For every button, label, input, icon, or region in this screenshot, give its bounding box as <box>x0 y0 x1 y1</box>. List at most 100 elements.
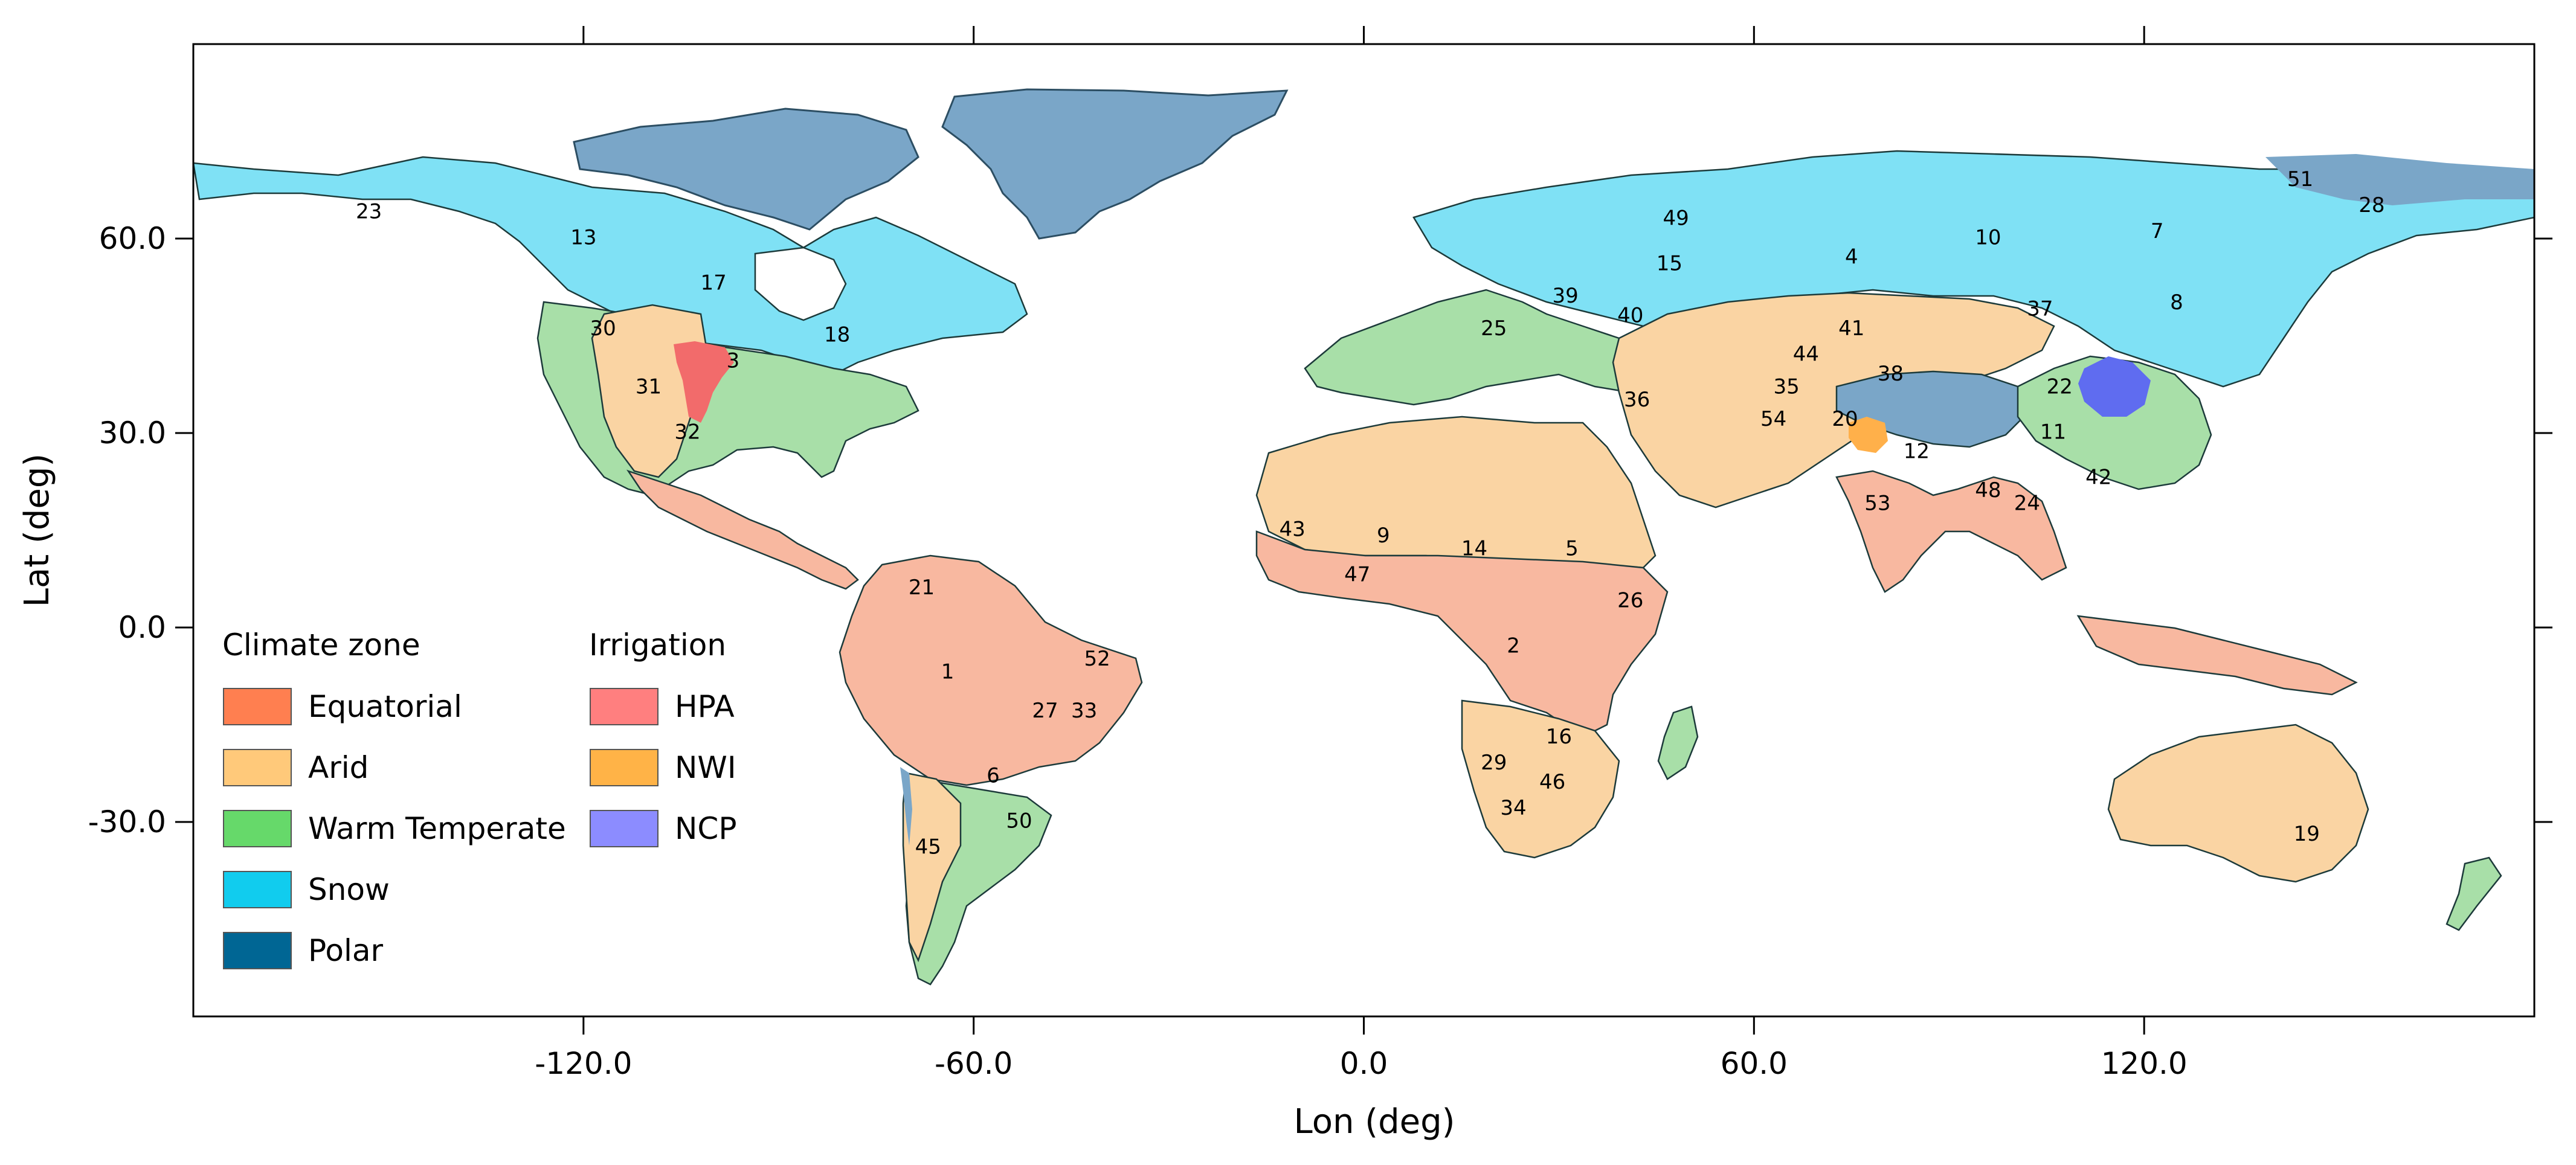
africa-arid <box>1255 416 1657 569</box>
south-asia-equatorial <box>1835 470 2067 593</box>
basin-label: 12 <box>1904 440 1930 464</box>
basin-label: 47 <box>1344 563 1370 587</box>
basin-label: 25 <box>1481 316 1507 341</box>
legend: Climate zone Equatorial Arid Warm Temperat… <box>222 627 736 969</box>
basin-label: 26 <box>1617 589 1643 613</box>
basin-label: 42 <box>2085 466 2111 490</box>
basin-label: 1 <box>941 660 955 684</box>
south-america-equatorial <box>839 554 1143 786</box>
x-axis-label: Lon (deg) <box>1293 1102 1455 1141</box>
basin-label: 4 <box>1845 245 1858 269</box>
basin-label: 16 <box>1546 725 1572 749</box>
central-america-equatorial <box>626 469 859 590</box>
basin-label: 2 <box>1507 634 1520 658</box>
andes-polar <box>900 767 912 846</box>
basin-label: 6 <box>987 763 1000 788</box>
basin-label: 24 <box>2014 492 2040 516</box>
basin-label: 51 <box>2287 167 2313 191</box>
basin-label: 33 <box>1071 699 1097 723</box>
basin-label: 50 <box>1006 809 1032 833</box>
new-zealand <box>2446 856 2502 931</box>
basin-label: 44 <box>1793 342 1819 367</box>
y-tick-label: 0.0 <box>118 610 166 645</box>
basin-label: 17 <box>700 271 726 295</box>
y-tick-label: 30.0 <box>99 416 166 451</box>
north-america-snow <box>193 156 1028 376</box>
hudson-bay <box>754 246 847 321</box>
indonesia-equatorial <box>2076 615 2358 696</box>
nwi-irrigation-area <box>1849 417 1888 453</box>
basin-label: 29 <box>1481 751 1507 775</box>
basin-label: 32 <box>674 420 700 444</box>
axis-ticks: -120.0 -60.0 0.0 60.0 120.0 60.0 30.0 0.0 -30.0 <box>88 26 2552 1081</box>
greenland-polar-region <box>941 88 1289 240</box>
basin-label: 14 <box>1461 537 1487 561</box>
basin-label: 52 <box>1084 647 1110 671</box>
y-axis-label: Lat (deg) <box>18 454 57 608</box>
basin-label: 21 <box>909 576 935 600</box>
climate-legend-label: Snow <box>308 872 390 907</box>
x-tick-label: -120.0 <box>535 1046 632 1081</box>
ncp-irrigation-area <box>2078 356 2151 417</box>
climate-legend-swatch <box>223 749 292 786</box>
basin-label: 22 <box>2047 374 2073 399</box>
basin-label: 11 <box>2040 420 2066 444</box>
basin-label: 5 <box>1565 537 1579 561</box>
basin-label: 27 <box>1032 699 1058 723</box>
hpa-irrigation-area <box>674 341 734 423</box>
irrigation-legend-label: NWI <box>675 750 736 785</box>
south-america-arid <box>902 772 962 963</box>
basin-label: 30 <box>590 316 616 341</box>
basin-label: 37 <box>2027 297 2053 321</box>
basin-label: 19 <box>2294 822 2320 846</box>
basin-label: 18 <box>824 323 850 347</box>
basin-label: 49 <box>1663 206 1689 230</box>
legend-irrigation-title: Irrigation <box>589 627 726 663</box>
basin-label: 53 <box>1864 492 1890 516</box>
basin-label: 45 <box>915 835 941 859</box>
basin-label: 39 <box>1553 284 1579 308</box>
madagascar <box>1657 705 1699 780</box>
basin-label: 20 <box>1832 407 1858 431</box>
basin-label: 3 <box>727 348 740 373</box>
x-tick-label: 120.0 <box>2101 1046 2188 1081</box>
basin-label: 34 <box>1500 796 1526 820</box>
climate-legend-swatch <box>223 871 292 908</box>
basin-label: 48 <box>1975 478 2001 502</box>
basin-label: 54 <box>1760 407 1786 431</box>
x-tick-label: 0.0 <box>1340 1046 1388 1081</box>
x-tick-label: -60.0 <box>935 1046 1013 1081</box>
irrigation-legend-swatch <box>590 688 658 725</box>
basin-label: 38 <box>1878 362 1904 386</box>
legend-climate-title: Climate zone <box>222 627 420 663</box>
x-tick-label: 60.0 <box>1721 1046 1788 1081</box>
basin-label: 28 <box>2359 193 2384 217</box>
climate-legend-label: Warm Temperate <box>308 811 566 846</box>
y-tick-label: 60.0 <box>99 221 166 256</box>
basin-label: 46 <box>1539 770 1565 794</box>
asia-north-polar <box>2265 154 2534 205</box>
climate-legend-swatch <box>223 932 292 969</box>
map-plot-area <box>193 44 2534 1016</box>
climate-legend-swatch <box>223 688 292 725</box>
climate-legend-swatch <box>223 810 292 847</box>
basin-label: 7 <box>2151 219 2164 243</box>
y-tick-label: -30.0 <box>88 804 166 839</box>
basin-label: 36 <box>1624 388 1650 412</box>
basin-label: 23 <box>356 200 382 224</box>
basin-label: 40 <box>1617 303 1643 327</box>
basin-label: 43 <box>1279 518 1305 542</box>
basin-label: 41 <box>1838 316 1864 341</box>
irrigation-legend-label: HPA <box>675 689 735 724</box>
climate-legend-label: Polar <box>308 933 383 968</box>
africa-south <box>1461 699 1620 859</box>
basin-label: 31 <box>636 374 662 399</box>
climate-legend-label: Arid <box>308 750 369 785</box>
arctic-islands-polar <box>573 108 919 231</box>
irrigation-legend-swatch <box>590 810 658 847</box>
climate-legend-label: Equatorial <box>308 689 462 724</box>
australia-arid <box>2107 724 2369 883</box>
irrigation-legend-swatch <box>590 749 658 786</box>
